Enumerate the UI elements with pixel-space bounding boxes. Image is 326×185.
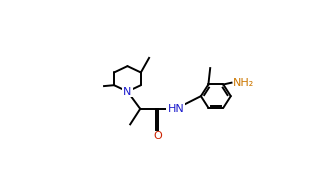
- Text: N: N: [123, 87, 132, 97]
- Text: NH₂: NH₂: [232, 78, 254, 88]
- Text: HN: HN: [167, 104, 184, 114]
- Text: O: O: [153, 131, 162, 141]
